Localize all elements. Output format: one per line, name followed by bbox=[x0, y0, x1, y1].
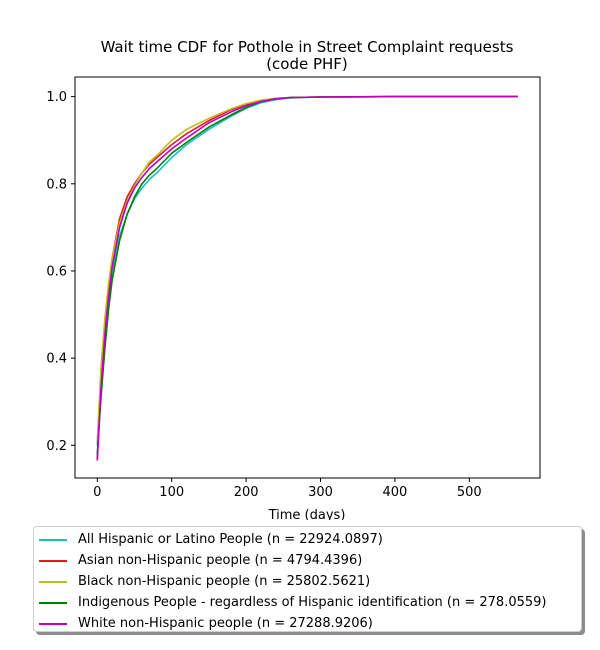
x-tick-label-3: 300 bbox=[308, 485, 333, 500]
legend-swatch-hispanic bbox=[39, 538, 67, 541]
series-line-3 bbox=[96, 95, 518, 455]
legend-label-asian: Asian non-Hispanic people (n = 4794.4396… bbox=[78, 553, 363, 568]
legend-swatch-white bbox=[39, 622, 67, 625]
y-tick-label-2: 0.6 bbox=[46, 264, 67, 279]
legend-swatch-indigenous bbox=[39, 601, 67, 604]
legend-label-white: White non-Hispanic people (n = 27288.920… bbox=[78, 616, 373, 631]
series-line-4 bbox=[96, 95, 518, 461]
y-tick-label-4: 1.0 bbox=[46, 90, 67, 105]
plot-frame bbox=[74, 76, 541, 479]
chart: Wait time CDF for Pothole in Street Comp… bbox=[46, 38, 541, 520]
legend-swatch-asian bbox=[39, 559, 67, 562]
x-axis-label: Time (days) bbox=[268, 508, 346, 520]
series-line-2 bbox=[96, 95, 518, 442]
x-tick-label-5: 500 bbox=[457, 485, 482, 500]
x-tick-label-0: 0 bbox=[93, 485, 101, 500]
legend: All Hispanic or Latino People (n = 22924… bbox=[33, 526, 582, 632]
y-tick-label-3: 0.8 bbox=[46, 177, 67, 192]
legend-item-indigenous: Indigenous People - regardless of Hispan… bbox=[38, 592, 581, 613]
legend-item-white: White non-Hispanic people (n = 27288.920… bbox=[38, 613, 581, 634]
series-layer bbox=[96, 95, 518, 461]
x-tick-label-2: 200 bbox=[234, 485, 259, 500]
legend-item-hispanic: All Hispanic or Latino People (n = 22924… bbox=[38, 529, 581, 550]
y-tick-label-0: 0.2 bbox=[46, 439, 67, 454]
x-tick-label-4: 400 bbox=[383, 485, 408, 500]
series-line-0 bbox=[96, 95, 518, 446]
chart-title-line-1: Wait time CDF for Pothole in Street Comp… bbox=[101, 38, 514, 56]
legend-label-hispanic: All Hispanic or Latino People (n = 22924… bbox=[78, 532, 383, 547]
y-tick-label-1: 0.4 bbox=[46, 352, 67, 367]
legend-label-indigenous: Indigenous People - regardless of Hispan… bbox=[78, 595, 547, 610]
chart-title-line-2: (code PHF) bbox=[266, 55, 348, 73]
ticks-layer: 0 100 200 300 400 500 0.2 0.4 0.6 0.8 1.0 bbox=[46, 90, 481, 500]
legend-label-black: Black non-Hispanic people (n = 25802.562… bbox=[78, 574, 371, 589]
legend-item-black: Black non-Hispanic people (n = 25802.562… bbox=[38, 571, 581, 592]
x-tick-label-1: 100 bbox=[159, 485, 184, 500]
legend-item-asian: Asian non-Hispanic people (n = 4794.4396… bbox=[38, 550, 581, 571]
legend-swatch-black bbox=[39, 580, 67, 583]
